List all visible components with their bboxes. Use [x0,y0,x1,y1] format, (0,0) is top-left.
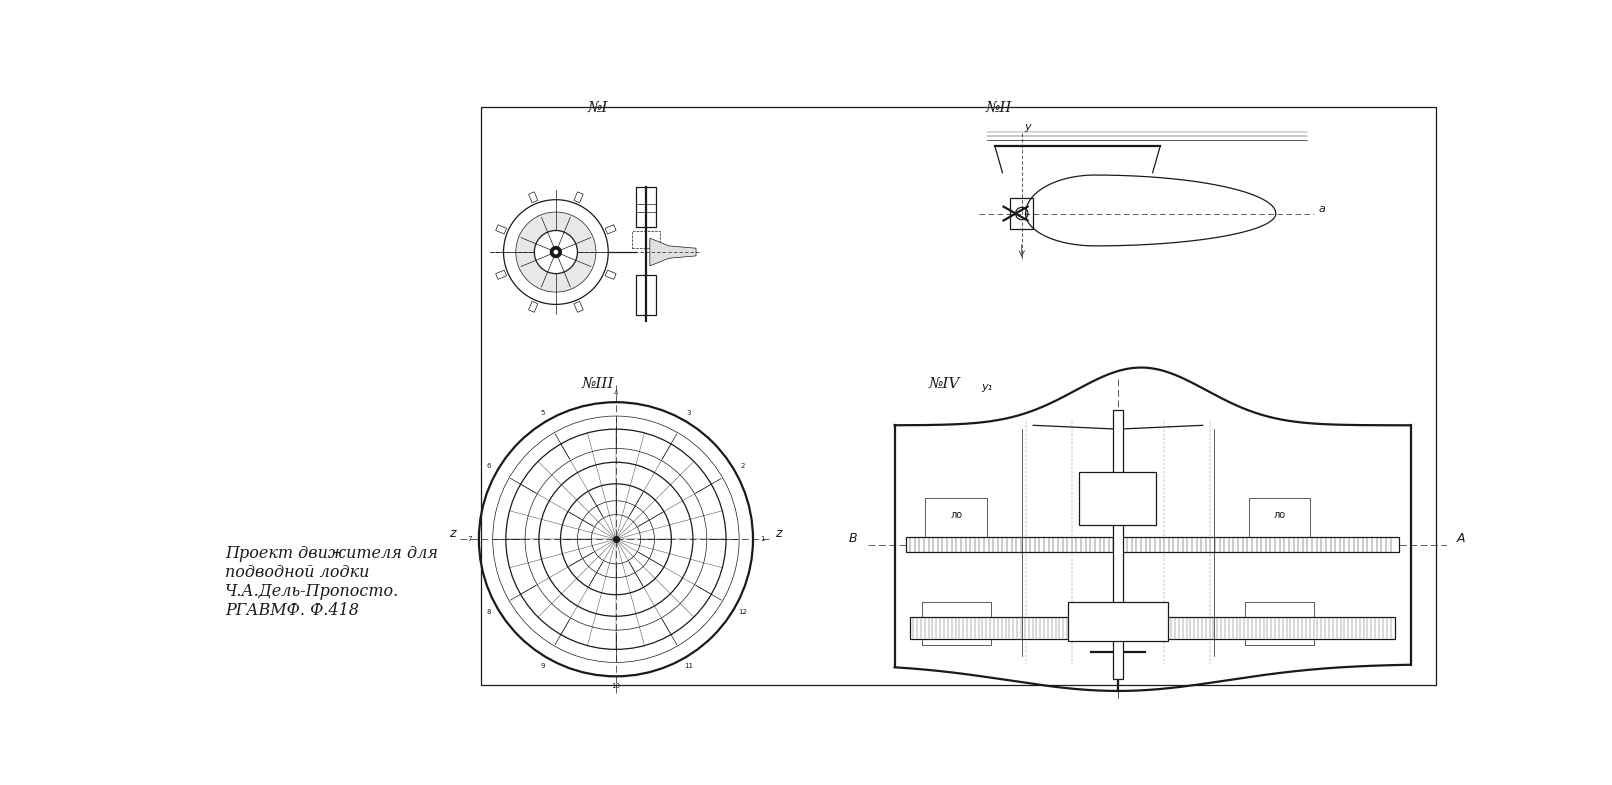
Circle shape [553,250,558,254]
Bar [1011,198,1033,229]
Text: 8: 8 [487,609,492,615]
Text: 5: 5 [540,410,545,415]
Text: a: a [1319,204,1325,214]
Text: 10: 10 [611,683,621,688]
Bar [637,276,656,316]
Text: лo: лo [949,509,962,520]
Polygon shape [604,270,616,279]
Text: y: y [1024,122,1030,133]
Text: 3: 3 [687,410,692,415]
Text: 6: 6 [487,463,492,469]
Bar [906,537,1399,553]
Text: B: B [848,532,858,546]
Polygon shape [495,270,506,279]
Text: 11: 11 [685,663,693,669]
Circle shape [516,212,596,292]
Bar [922,602,991,644]
Text: №I: №I [588,101,608,115]
Text: 12: 12 [738,609,746,615]
Bar [1067,602,1169,641]
Text: y₁: y₁ [982,382,993,392]
Polygon shape [574,301,584,312]
Text: №III: №III [582,377,614,391]
Circle shape [1016,207,1028,220]
Text: РГАВМФ. Ф.418: РГАВМФ. Ф.418 [224,602,358,619]
Bar [632,232,659,248]
Polygon shape [495,225,506,234]
Bar [1112,410,1124,679]
Bar [925,498,987,537]
Polygon shape [574,192,584,203]
Circle shape [550,246,563,258]
Text: z: z [450,527,456,540]
Text: 4: 4 [614,390,617,396]
Bar [482,108,1436,685]
Text: лo: лo [1273,509,1286,520]
Text: Проект движителя для: Проект движителя для [224,545,438,561]
Bar [911,617,1394,638]
Text: z: z [774,527,782,540]
Bar [637,188,656,228]
Text: Ч.А.Дель-Пропосто.: Ч.А.Дель-Пропосто. [224,583,400,600]
Polygon shape [529,301,538,312]
Text: №IV: №IV [929,377,961,391]
Bar [1249,498,1311,537]
Circle shape [534,231,577,274]
Text: 7: 7 [467,536,472,542]
Text: 1: 1 [759,536,764,542]
Polygon shape [604,225,616,234]
Bar [1244,602,1314,644]
Text: A: A [1457,532,1465,546]
Text: 9: 9 [540,663,545,669]
Bar [1080,472,1156,525]
Text: 2: 2 [740,463,745,469]
Polygon shape [529,192,538,203]
Text: №II: №II [985,101,1012,115]
Polygon shape [650,238,696,266]
Text: подводной лодки: подводной лодки [224,564,369,581]
